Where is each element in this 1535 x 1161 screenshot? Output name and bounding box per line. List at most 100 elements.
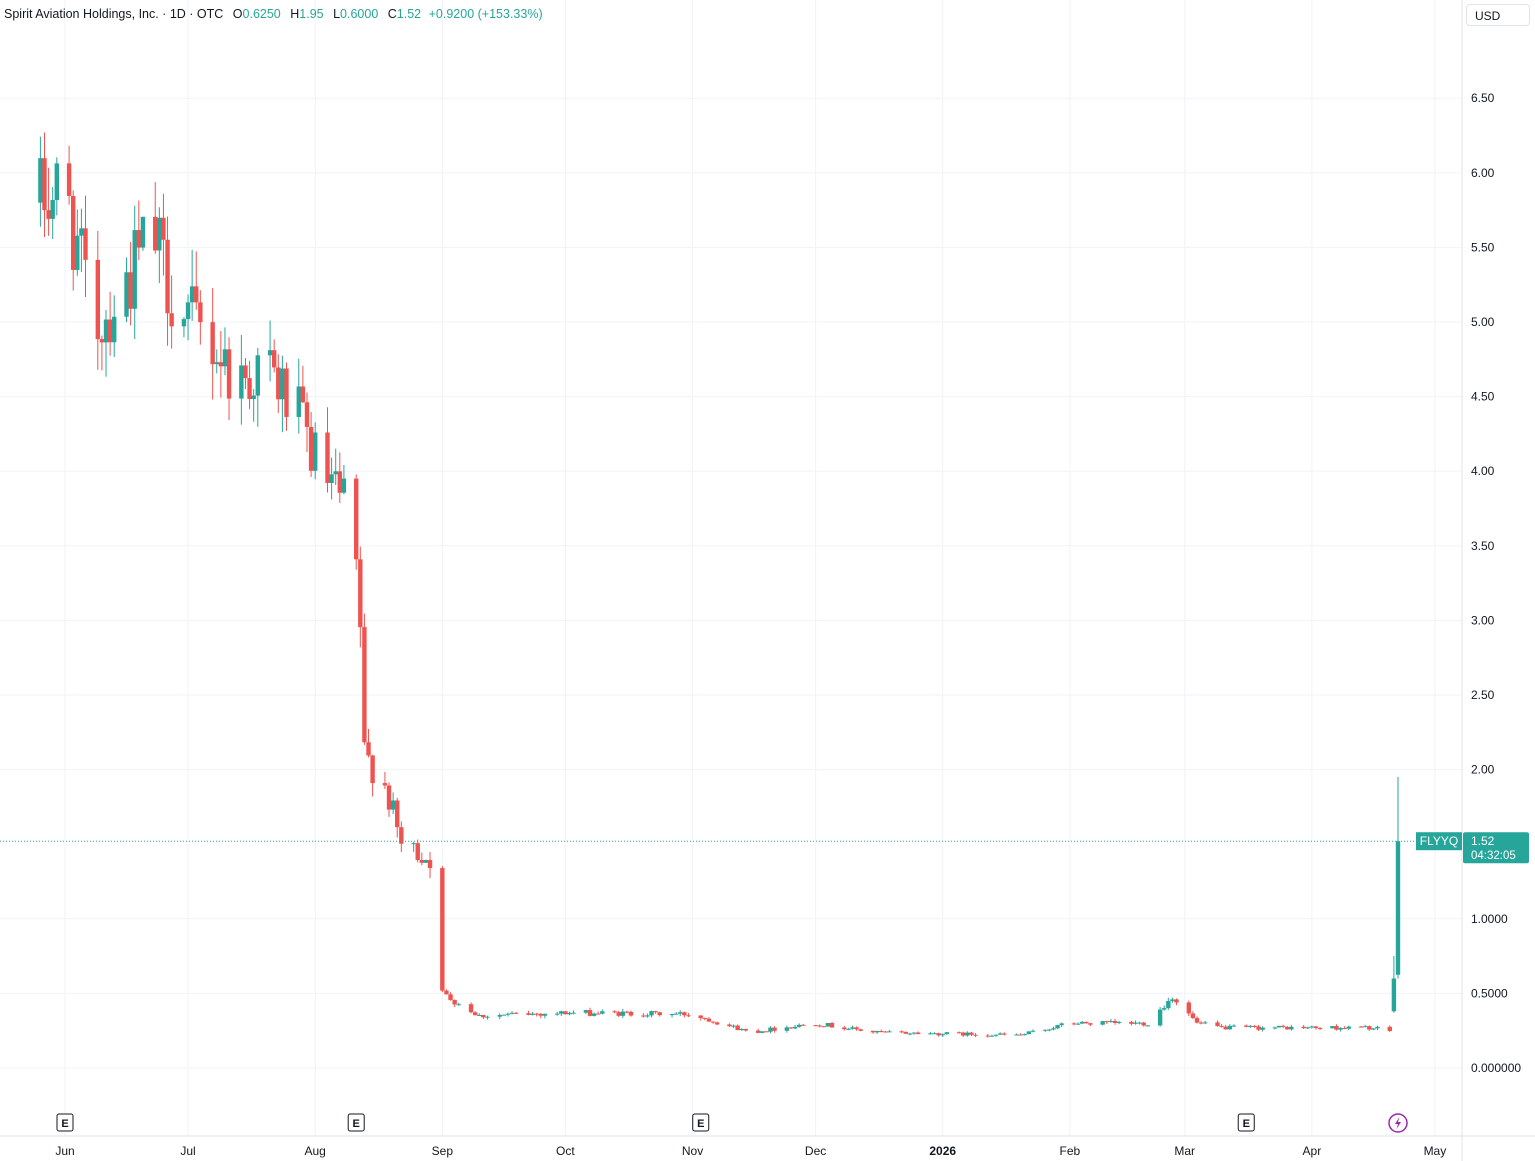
candle-body [1346, 1026, 1351, 1029]
candle-body [874, 1030, 880, 1033]
candle-body [899, 1031, 904, 1033]
candle-body [673, 1013, 679, 1015]
candle-body [386, 785, 392, 810]
lightning-icon [1388, 1113, 1408, 1133]
candle-body [444, 990, 449, 995]
candle-body [1043, 1029, 1048, 1031]
candle-body [915, 1032, 921, 1035]
y-tick-label: 3.00 [1471, 613, 1495, 627]
candle-body [50, 200, 55, 219]
currency-selector[interactable]: USD [1466, 4, 1530, 26]
candle-body [153, 216, 158, 251]
close-label: C [387, 7, 397, 21]
candle-body [1190, 1013, 1196, 1019]
candle-body [1252, 1025, 1257, 1027]
x-tick-label: Jun [55, 1144, 74, 1158]
candle-body [682, 1012, 687, 1016]
candle-body [796, 1024, 802, 1027]
candle-body [735, 1025, 740, 1031]
candle-body [596, 1013, 601, 1015]
candle-body [1280, 1025, 1286, 1027]
chart-legend: Spirit Aviation Holdings, Inc. · 1D · OT… [4, 7, 543, 21]
candle-body [1203, 1022, 1208, 1024]
candle-body [157, 217, 162, 251]
candle-body [112, 316, 117, 343]
candle-body [788, 1027, 794, 1029]
candle-body [312, 432, 318, 471]
candle-body [567, 1012, 572, 1015]
candle-body [423, 860, 429, 863]
candle-body [583, 1010, 589, 1013]
candle-body [973, 1034, 978, 1036]
candle-body [587, 1010, 593, 1016]
x-tick-label: Aug [305, 1144, 326, 1158]
candle-body [505, 1013, 511, 1015]
candle-body [571, 1012, 576, 1014]
candle-body [792, 1026, 798, 1029]
candle-body [46, 210, 51, 219]
candle-body [1055, 1025, 1060, 1029]
candle-body [382, 783, 388, 786]
candle-body [1317, 1027, 1323, 1029]
candle-body [1313, 1026, 1319, 1028]
candle-body [846, 1028, 851, 1030]
candle-body [1002, 1033, 1007, 1035]
candle-body [427, 860, 433, 869]
candle-body [366, 742, 371, 756]
candle-body [1174, 999, 1179, 1003]
candle-body [653, 1011, 658, 1013]
candle-body [1395, 841, 1401, 975]
y-tick-label: 6.50 [1471, 91, 1495, 105]
candle-body [678, 1012, 683, 1014]
candle-body [337, 471, 343, 493]
candle-body [210, 322, 215, 365]
candle-body [1108, 1020, 1114, 1022]
candle-body [1219, 1025, 1224, 1027]
earnings-marker: E [347, 1113, 365, 1132]
candle-body [554, 1013, 560, 1015]
candle-body [1141, 1022, 1146, 1026]
candle-body [620, 1011, 626, 1016]
high-value: 1.95 [299, 7, 324, 21]
candle-body [440, 868, 445, 991]
candle-body [1334, 1026, 1339, 1030]
candle-body [645, 1015, 650, 1017]
candle-body [1186, 1002, 1192, 1014]
candle-body [801, 1024, 806, 1026]
low-label: L [333, 7, 341, 21]
candle-body [714, 1022, 720, 1025]
y-tick-label: 5.50 [1471, 240, 1495, 254]
candle-body [140, 216, 146, 248]
x-tick-label: Feb [1060, 1144, 1081, 1158]
candle-body [1244, 1025, 1249, 1027]
y-tick-label: 0.5000 [1471, 986, 1508, 1000]
candle-body [743, 1028, 749, 1031]
x-tick-label: Oct [556, 1144, 575, 1158]
candle-body [214, 362, 219, 365]
candle-body [944, 1032, 950, 1035]
candle-body [75, 235, 80, 270]
y-tick-label: 0.000000 [1471, 1061, 1521, 1075]
candle-body [267, 350, 273, 356]
candle-body [239, 365, 244, 399]
ticker-text: FLYYQ [1420, 834, 1458, 848]
y-tick-label: 2.50 [1471, 688, 1495, 702]
candle-body [243, 365, 248, 379]
x-tick-label: Mar [1174, 1144, 1195, 1158]
ticker-tag [1416, 832, 1462, 851]
candle-body [530, 1013, 535, 1015]
candle-body [194, 286, 199, 303]
candle-body [1047, 1029, 1052, 1031]
candle-body [936, 1033, 941, 1036]
earnings-marker: E [56, 1113, 74, 1132]
y-tick-label: 4.50 [1471, 390, 1495, 404]
candle-body [1362, 1026, 1368, 1028]
candle-body [1301, 1026, 1306, 1029]
candle-body [481, 1014, 486, 1018]
candle-body [308, 426, 314, 471]
candle-body [731, 1025, 736, 1027]
candle-body [419, 859, 425, 863]
candle-body [907, 1033, 913, 1035]
candle-body [1289, 1026, 1294, 1030]
